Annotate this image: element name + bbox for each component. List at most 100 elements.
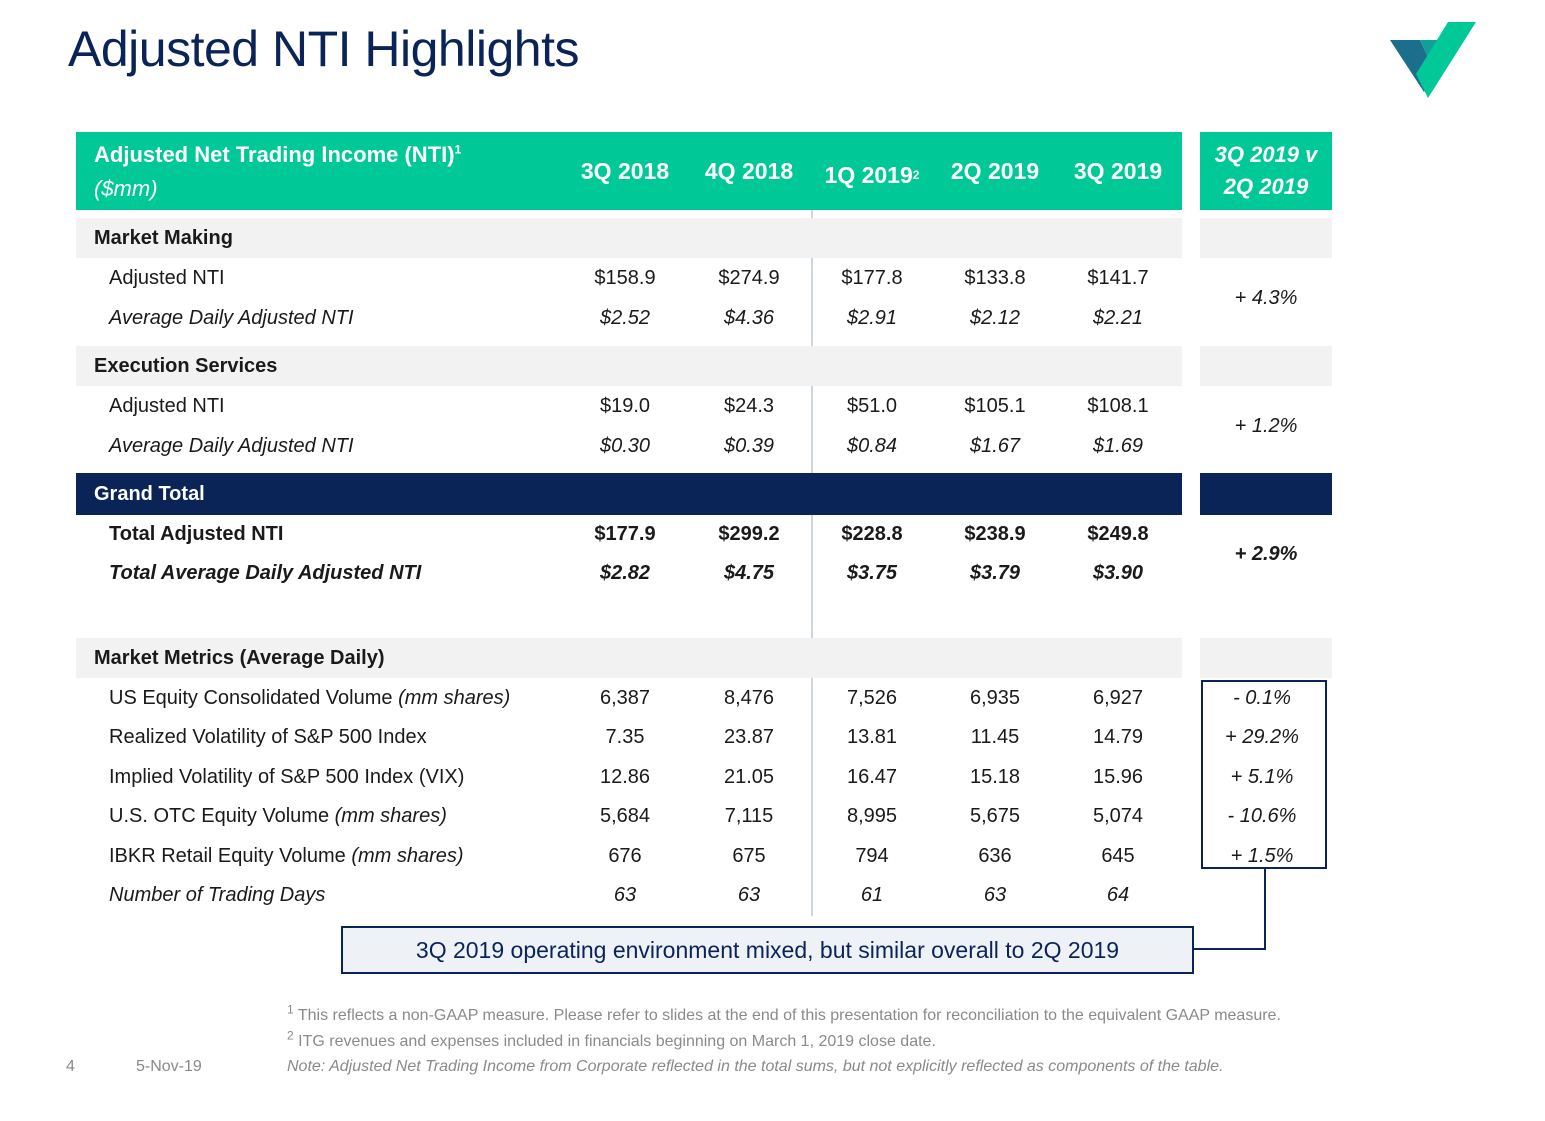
row-value: 23.87: [723, 725, 775, 748]
row-value: 61: [860, 883, 884, 906]
row-value: $2.12: [969, 306, 1021, 329]
table-row: Total Adjusted NTI $177.9 $299.2 $228.8 …: [76, 514, 1182, 554]
footnote-2: 2 ITG revenues and expenses included in …: [287, 1030, 936, 1051]
row-value: 676: [608, 844, 642, 867]
row-value: $3.75: [846, 561, 898, 584]
row-value: $4.75: [723, 561, 775, 584]
row-label-text: IBKR Retail Equity Volume: [109, 844, 346, 867]
row-label-unit: (mm shares): [351, 844, 464, 867]
table-row: Average Daily Adjusted NTI $2.52 $4.36 $…: [76, 298, 1182, 338]
row-value: $158.9: [594, 266, 656, 289]
section-market-metrics: Market Metrics (Average Daily): [76, 638, 1182, 678]
row-value: $249.8: [1087, 522, 1149, 545]
footnote-note: Note: Adjusted Net Trading Income from C…: [287, 1058, 1224, 1075]
row-value: $3.90: [1092, 561, 1144, 584]
table-header: Adjusted Net Trading Income (NTI)1 ($mm)…: [76, 132, 1182, 210]
comparison-header: 3Q 2019 v 2Q 2019: [1200, 132, 1332, 210]
footnote-2-sup: 2: [287, 1028, 294, 1043]
row-value: 15.18: [969, 765, 1021, 788]
row-value: 794: [855, 844, 889, 867]
comparison-header-line2: 2Q 2019: [1223, 174, 1309, 199]
row-value: 21.05: [723, 765, 775, 788]
row-value: 8,476: [723, 686, 775, 709]
column-divider: [811, 132, 813, 916]
page-number: 4: [66, 1058, 75, 1075]
row-label: IBKR Retail Equity Volume (mm shares): [109, 836, 464, 876]
col-header-2q2019: 2Q 2019: [950, 157, 1040, 184]
row-value: $1.67: [969, 434, 1021, 457]
row-value: $0.39: [723, 434, 775, 457]
page-title: Adjusted NTI Highlights: [68, 21, 579, 77]
row-value: $4.36: [723, 306, 775, 329]
change-metric: + 29.2%: [1225, 725, 1299, 748]
row-value: 8,995: [846, 804, 898, 827]
row-label-unit: (mm shares): [334, 804, 447, 827]
comparison-header-line1: 3Q 2019 v: [1214, 142, 1318, 167]
row-value: 5,684: [599, 804, 651, 827]
page-date: 5-Nov-19: [136, 1058, 202, 1075]
section-market-making: Market Making: [76, 218, 1182, 258]
row-value: 16.47: [846, 765, 898, 788]
row-value: $2.91: [846, 306, 898, 329]
table-row: Number of Trading Days 63 63 61 63 64: [76, 875, 1182, 915]
row-value: 6,935: [969, 686, 1021, 709]
row-value: $108.1: [1087, 394, 1149, 417]
row-label: US Equity Consolidated Volume (mm shares…: [109, 678, 510, 718]
row-value: 12.86: [599, 765, 651, 788]
footnote-1-sup: 1: [287, 1002, 294, 1017]
comparison-section-bg: [1200, 218, 1332, 258]
row-label: Adjusted NTI: [109, 266, 225, 289]
row-value: 14.79: [1092, 725, 1144, 748]
row-value: $2.52: [599, 306, 651, 329]
row-value: 645: [1101, 844, 1135, 867]
row-value: 6,927: [1092, 686, 1144, 709]
row-label: Total Average Daily Adjusted NTI: [109, 561, 422, 584]
row-value: $133.8: [964, 266, 1026, 289]
section-title: Grand Total: [94, 482, 205, 505]
section-title: Execution Services: [94, 354, 278, 377]
row-value: 63: [737, 883, 761, 906]
row-value: 64: [1106, 883, 1130, 906]
table-row: IBKR Retail Equity Volume (mm shares) 67…: [76, 836, 1182, 876]
table-row: Implied Volatility of S&P 500 Index (VIX…: [76, 757, 1182, 797]
footnote-1: 1 This reflects a non-GAAP measure. Plea…: [287, 1004, 1281, 1025]
section-execution-services: Execution Services: [76, 346, 1182, 386]
company-logo-icon: [1390, 22, 1476, 98]
row-value: $141.7: [1087, 266, 1149, 289]
row-value: 675: [732, 844, 766, 867]
table-row: Realized Volatility of S&P 500 Index 7.3…: [76, 717, 1182, 757]
header-label-text: Adjusted Net Trading Income (NTI): [94, 142, 455, 167]
comparison-section-bg: [1200, 473, 1332, 515]
callout-connector: [1264, 869, 1266, 950]
col-header-1q2019-text: 1Q 2019: [824, 161, 913, 188]
row-value: $105.1: [964, 394, 1026, 417]
row-label: Implied Volatility of S&P 500 Index (VIX…: [109, 765, 465, 788]
row-value: $0.84: [846, 434, 898, 457]
change-market-making: + 4.3%: [1234, 286, 1298, 309]
row-value: $299.2: [718, 522, 780, 545]
row-value: $177.9: [594, 522, 656, 545]
table-row: Total Average Daily Adjusted NTI $2.82 $…: [76, 553, 1182, 593]
change-grand-total: + 2.9%: [1234, 542, 1298, 565]
col-header-3q2018: 3Q 2018: [580, 157, 670, 184]
row-value: $51.0: [846, 394, 898, 417]
row-value: 7.35: [605, 725, 645, 748]
row-value: $2.82: [599, 561, 651, 584]
row-value: 7,115: [724, 804, 774, 827]
row-value: 63: [613, 883, 637, 906]
row-label-unit: (mm shares): [398, 686, 511, 709]
row-value: 13.81: [846, 725, 898, 748]
table-row: US Equity Consolidated Volume (mm shares…: [76, 678, 1182, 718]
row-value: 6,387: [599, 686, 651, 709]
table-row: Average Daily Adjusted NTI $0.30 $0.39 $…: [76, 426, 1182, 466]
comparison-section-bg: [1200, 346, 1332, 386]
row-label: Number of Trading Days: [109, 883, 326, 906]
row-value: $0.30: [599, 434, 651, 457]
row-label: Average Daily Adjusted NTI: [109, 434, 354, 457]
row-label: Total Adjusted NTI: [109, 522, 284, 545]
change-metric: + 5.1%: [1230, 765, 1294, 788]
header-unit: ($mm): [94, 176, 158, 201]
header-label-sup: 1: [454, 142, 462, 157]
section-title: Market Making: [94, 226, 233, 249]
row-value: 5,675: [969, 804, 1021, 827]
